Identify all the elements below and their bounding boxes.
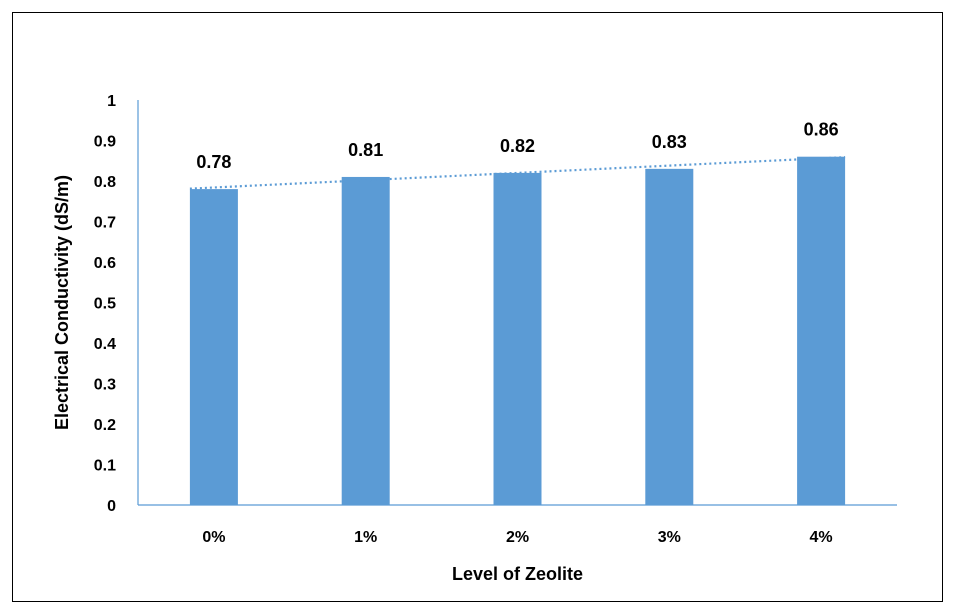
y-tick-label: 0.2: [94, 417, 116, 434]
x-tick-label: 2%: [506, 529, 529, 546]
x-tick-label: 1%: [354, 529, 377, 546]
x-axis-title: Level of Zeolite: [452, 564, 583, 584]
y-axis-ticks: 0 0.1 0.2 0.3 0.4 0.5 0.6 0.7 0.8 0.9 1: [94, 93, 116, 515]
y-tick-label: 0.4: [94, 336, 116, 353]
y-tick-label: 0.3: [94, 377, 116, 394]
y-tick-label: 0.5: [94, 296, 116, 313]
bar: [645, 168, 694, 505]
y-axis-title: Electrical Conductivity (dS/m): [52, 175, 72, 430]
data-label: 0.81: [348, 140, 383, 160]
data-label: 0.78: [196, 152, 231, 172]
trendline: [189, 156, 846, 190]
data-label: 0.86: [804, 120, 839, 140]
bar: [341, 176, 390, 505]
data-label: 0.82: [500, 136, 535, 156]
bar: [493, 172, 542, 505]
y-tick-label: 1: [107, 93, 116, 110]
bar: [797, 156, 846, 505]
chart-frame: [12, 12, 943, 602]
y-tick-label: 0.8: [94, 174, 116, 191]
bars: [189, 156, 846, 505]
y-tick-label: 0.9: [94, 134, 116, 151]
x-tick-label: 0%: [202, 529, 225, 546]
y-tick-label: 0.7: [94, 215, 116, 232]
y-tick-label: 0: [107, 498, 116, 515]
y-tick-label: 0.1: [94, 458, 116, 475]
y-tick-label: 0.6: [94, 255, 116, 272]
bar: [189, 189, 238, 505]
x-tick-label: 4%: [810, 529, 833, 546]
data-label: 0.83: [652, 132, 687, 152]
x-tick-label: 3%: [658, 529, 681, 546]
x-axis-ticks: 0% 1% 2% 3% 4%: [202, 529, 832, 546]
data-labels: 0.78 0.81 0.82 0.83 0.86: [196, 120, 838, 172]
